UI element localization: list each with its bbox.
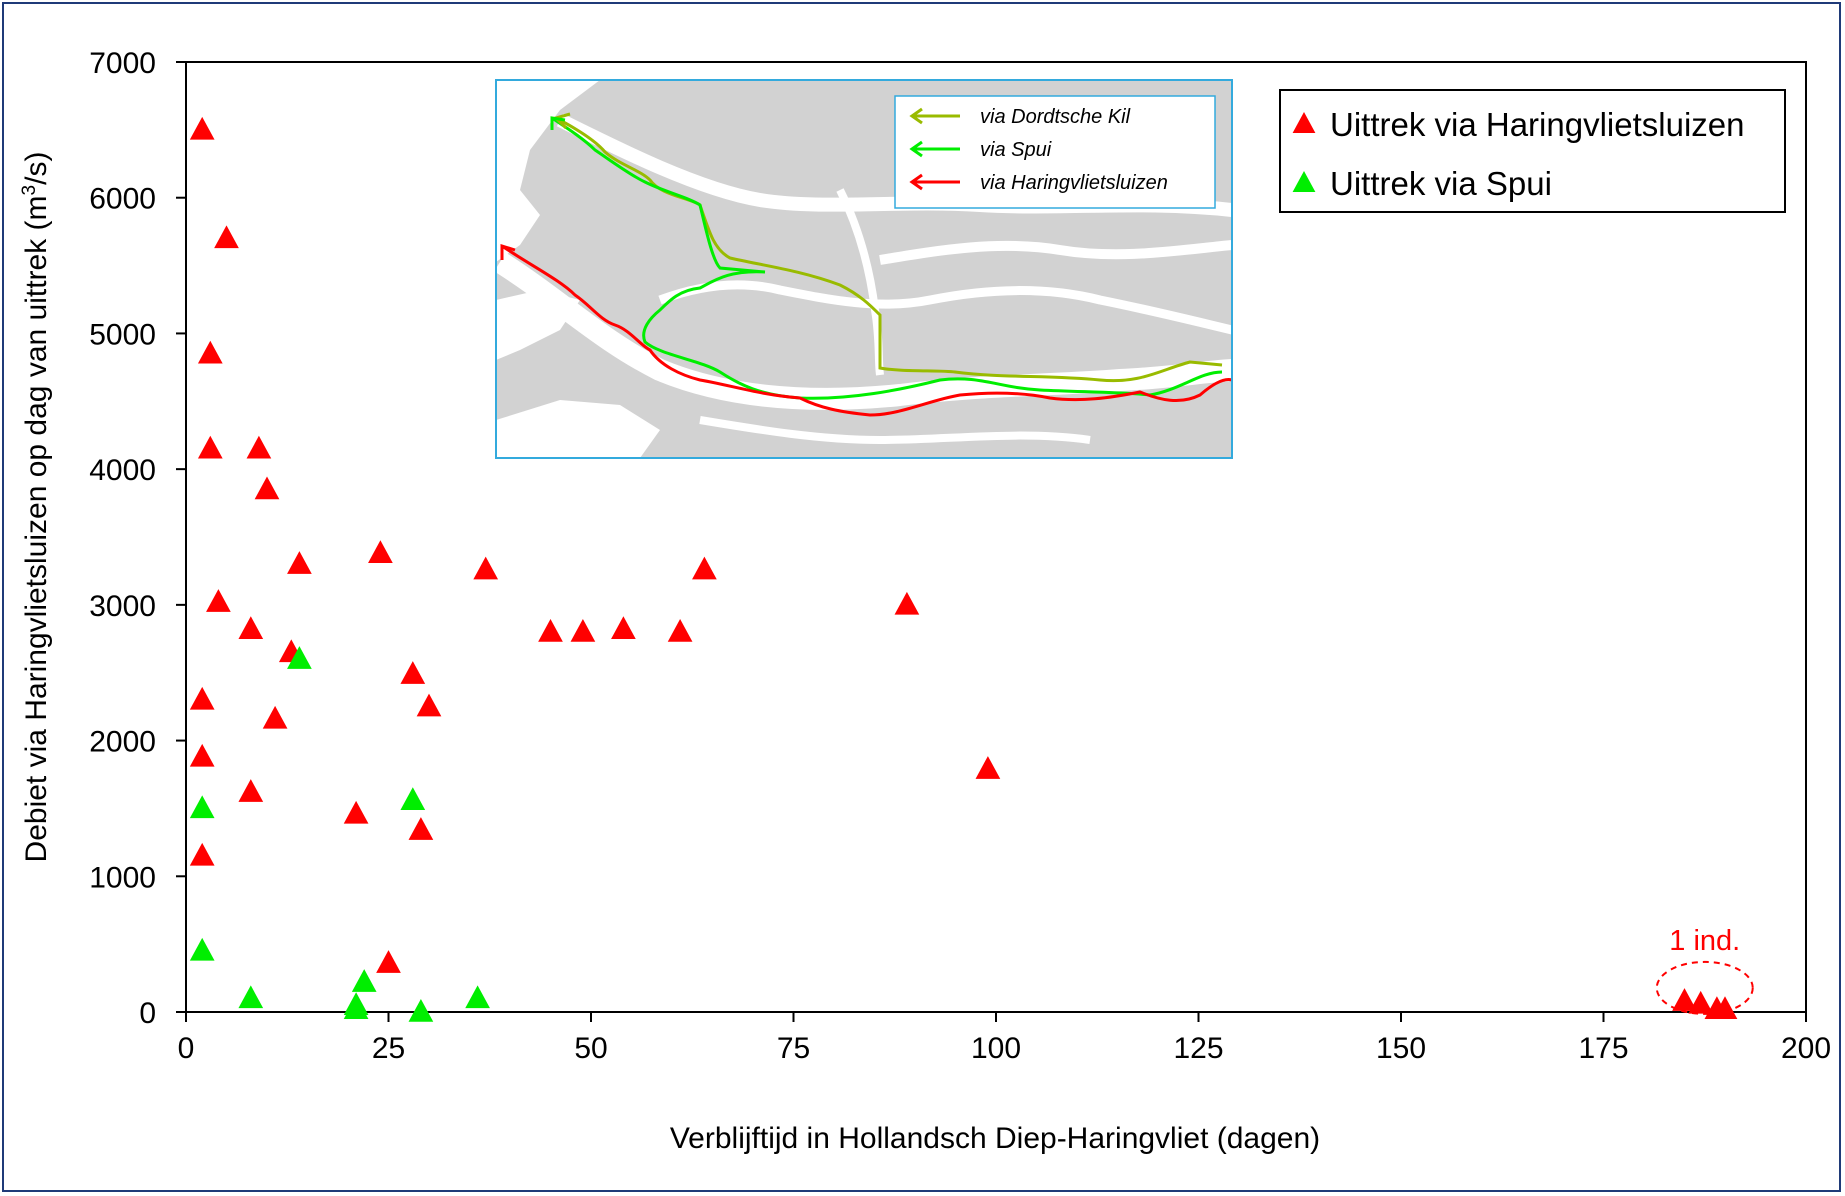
annotation-label: 1 ind.: [1669, 925, 1740, 957]
arrow-head-haringvlietsluizen: [500, 243, 516, 260]
point-haringvlietsluizen: [197, 435, 223, 459]
x-axis-label: Verblijftijd in Hollandsch Diep-Haringvl…: [670, 1122, 1320, 1155]
y-tick-label: 4000: [89, 454, 156, 487]
point-haringvlietsluizen: [189, 743, 215, 767]
y-tick-label: 0: [139, 997, 156, 1030]
point-haringvlietsluizen: [894, 591, 920, 615]
point-spui: [287, 646, 312, 669]
x-tick-label: 25: [372, 1032, 405, 1065]
point-haringvlietsluizen: [189, 686, 215, 710]
x-tick-label: 0: [178, 1032, 195, 1065]
inset-legend-label: via Haringvlietsluizen: [980, 172, 1168, 194]
point-haringvlietsluizen: [376, 950, 401, 973]
point-haringvlietsluizen: [368, 540, 393, 564]
x-tick-label: 200: [1781, 1032, 1831, 1065]
point-haringvlietsluizen: [473, 556, 499, 580]
point-spui: [343, 996, 369, 1020]
point-haringvlietsluizen: [611, 616, 636, 640]
y-tick-label: 1000: [89, 861, 156, 894]
point-spui: [351, 969, 377, 992]
map-sea-bottom: [496, 400, 660, 458]
point-spui: [189, 795, 215, 819]
y-tick-label: 3000: [89, 590, 156, 623]
map-river-south: [699, 416, 1091, 445]
route-dordtsche-kil: [555, 116, 1223, 383]
arrow-head-spui: [550, 116, 566, 130]
inset-legend-arrow: [909, 140, 923, 158]
point-haringvlietsluizen: [570, 619, 596, 642]
x-tick-label: 125: [1173, 1032, 1223, 1065]
point-spui: [238, 985, 264, 1009]
inset-map-border: [495, 79, 1233, 459]
point-haringvlietsluizen: [254, 476, 280, 500]
x-tick-label: 150: [1376, 1032, 1426, 1065]
y-tick-label: 7000: [89, 47, 156, 80]
y-tick-label: 5000: [89, 318, 156, 351]
point-haringvlietsluizen: [189, 116, 215, 140]
point-spui: [189, 937, 215, 961]
legend-label: Uittrek via Spui: [1330, 165, 1552, 202]
point-spui: [408, 999, 434, 1022]
point-haringvlietsluizen: [238, 779, 264, 802]
point-haringvlietsluizen: [206, 589, 231, 612]
inset-legend-arrow: [909, 107, 923, 125]
legend-marker: [1292, 171, 1316, 192]
point-spui: [465, 985, 490, 1009]
legend-marker: [1292, 112, 1316, 133]
legend-box: [1279, 89, 1786, 213]
point-haringvlietsluizen: [287, 551, 312, 574]
inset-legend-label: via Spui: [980, 139, 1052, 161]
inset-legend: via Dordtsche Kil via Spui via Haringvliet…: [894, 95, 1216, 209]
y-axis-label-end: /s): [20, 152, 53, 185]
annotation-ellipse: [1655, 960, 1754, 1015]
map-river-spui: [658, 280, 1232, 335]
point-haringvlietsluizen: [238, 616, 264, 640]
y-tick-label: 2000: [89, 726, 156, 759]
y-axis-label-main: Debiet via Haringvlietsluizen op dag van…: [20, 195, 53, 862]
point-spui: [400, 787, 426, 811]
x-tick-label: 175: [1578, 1032, 1628, 1065]
point-haringvlietsluizen: [416, 693, 442, 717]
point-haringvlietsluizen: [214, 225, 239, 249]
point-haringvlietsluizen: [343, 800, 369, 824]
inset-map: via Dordtsche Kil via Spui via Haringvliet…: [495, 79, 1233, 459]
point-haringvlietsluizen: [975, 756, 1001, 779]
point-haringvlietsluizen: [692, 556, 717, 580]
point-haringvlietsluizen: [667, 619, 693, 642]
y-axis-label-superscript: 3: [19, 185, 40, 196]
inset-legend-label: via Dordtsche Kil: [980, 106, 1131, 128]
map-river-east: [879, 240, 1232, 265]
legend: Uittrek via Haringvlietsluizen Uittrek vi…: [1279, 89, 1786, 213]
point-haringvlietsluizen: [1688, 990, 1714, 1014]
y-tick-label: 6000: [89, 183, 156, 216]
point-haringvlietsluizen: [400, 661, 426, 684]
annotation: 1 ind.: [1655, 925, 1754, 1015]
x-tick-label: 50: [574, 1032, 607, 1065]
data-points: [189, 116, 1738, 1022]
map-sea: [496, 80, 600, 262]
point-haringvlietsluizen: [246, 435, 272, 459]
inset-legend-arrow: [909, 173, 923, 191]
x-tick-label: 75: [777, 1032, 810, 1065]
x-tick-label: 100: [971, 1032, 1021, 1065]
point-haringvlietsluizen: [538, 619, 563, 642]
point-haringvlietsluizen: [262, 705, 288, 729]
axes: 0 25 50 75 100 125 150 175 200010002000300040005…: [89, 47, 1831, 1065]
point-haringvlietsluizen: [1672, 988, 1697, 1011]
legend-label: Uittrek via Haringvlietsluizen: [1330, 106, 1744, 143]
route-haringvlietsluizen: [501, 244, 1232, 417]
point-haringvlietsluizen: [189, 842, 215, 866]
point-haringvlietsluizen: [408, 817, 434, 840]
y-axis-label: Debiet via Haringvlietsluizen op dag van…: [19, 152, 53, 863]
route-spui: [551, 116, 1223, 400]
point-haringvlietsluizen: [197, 340, 223, 364]
